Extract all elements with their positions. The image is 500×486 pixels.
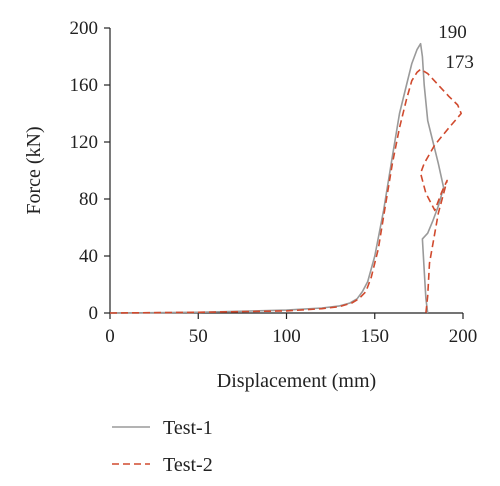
series-lines	[109, 42, 462, 314]
y-tick-label: 40	[79, 246, 98, 267]
peak-annotation: 190	[438, 22, 467, 43]
legend-label: Test-1	[163, 417, 213, 439]
y-ticks: 0 40 80 120 160 200	[70, 18, 110, 324]
peak-annotation: 173	[445, 52, 474, 73]
y-tick-label: 0	[89, 303, 99, 324]
y-tick-label: 80	[79, 189, 98, 210]
x-tick-label: 150	[361, 326, 390, 347]
series-line-test-1	[109, 42, 445, 314]
y-tick-label: 160	[70, 75, 99, 96]
series-line-test-2	[109, 68, 462, 314]
x-axis-label: Displacement (mm)	[217, 370, 376, 392]
x-tick-label: 0	[105, 326, 115, 347]
x-tick-label: 100	[272, 326, 301, 347]
y-tick-label: 120	[70, 132, 99, 153]
x-tick-label: 200	[449, 326, 478, 347]
x-ticks: 0 50 100 150 200	[105, 313, 477, 347]
y-axis-label: Force (kN)	[23, 126, 45, 214]
x-tick-label: 50	[189, 326, 208, 347]
legend-label: Test-2	[163, 454, 213, 476]
legend: Test-1 Test-2	[112, 417, 213, 476]
y-tick-label: 200	[70, 18, 99, 39]
